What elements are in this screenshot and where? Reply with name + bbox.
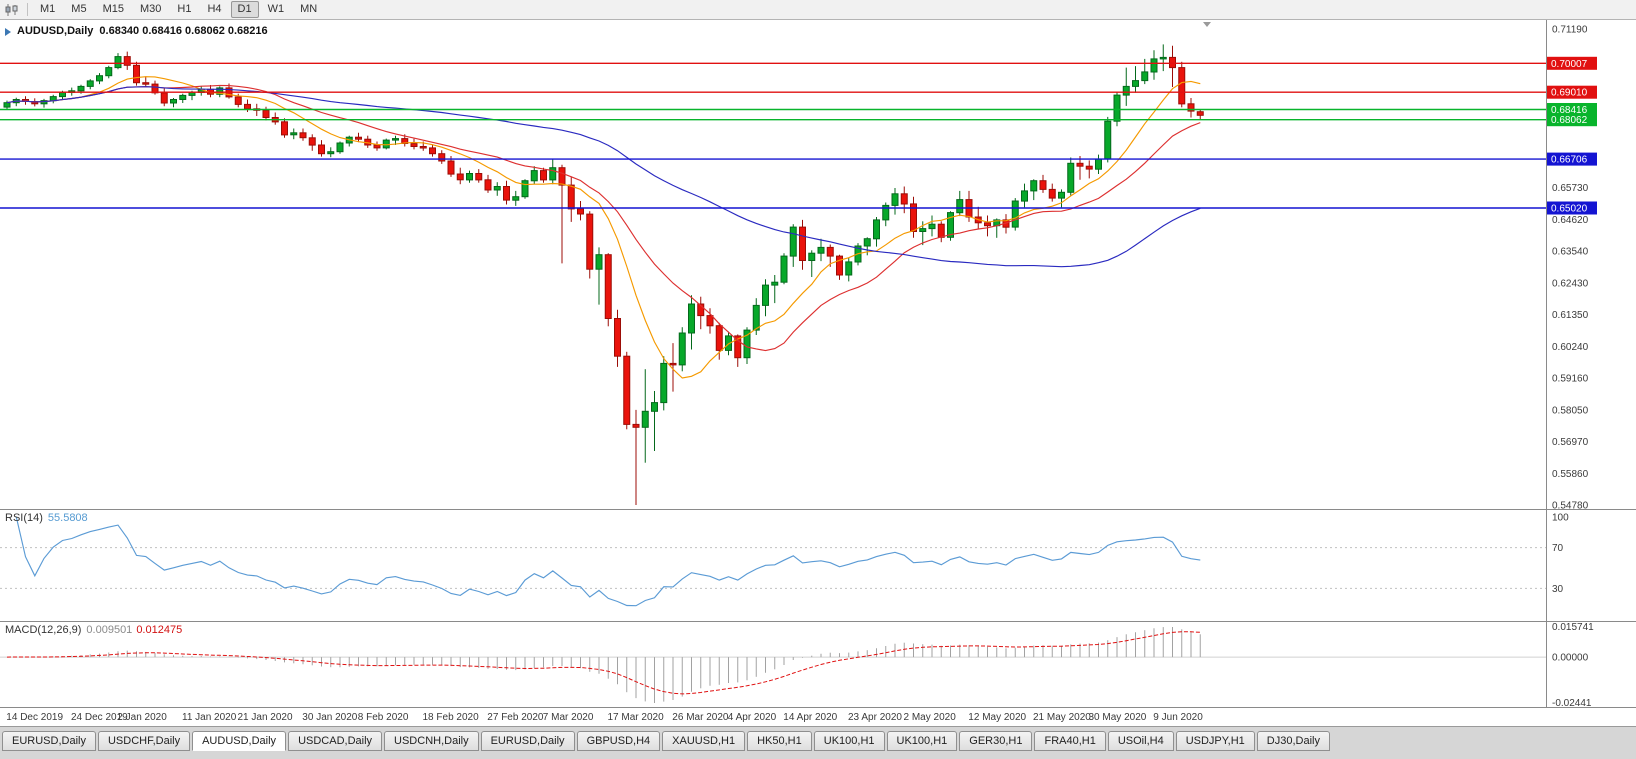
macd-name: MACD(12,26,9) [5,624,82,636]
svg-text:0.60240: 0.60240 [1552,342,1589,353]
chart-tab[interactable]: FRA40,H1 [1034,731,1106,751]
chart-tab[interactable]: EURUSD,Daily [2,731,96,751]
chart-tab-active[interactable]: AUDUSD,Daily [192,731,287,751]
chart-tab[interactable]: UK100,H1 [886,731,958,751]
svg-text:0.66706: 0.66706 [1551,155,1588,166]
svg-text:11 Jan 2020: 11 Jan 2020 [182,712,237,723]
svg-text:23 Apr 2020: 23 Apr 2020 [848,712,902,723]
svg-text:0.68416: 0.68416 [1551,105,1588,116]
rsi-indicator-label: RSI(14) 55.5808 [5,512,88,524]
svg-text:14 Apr 2020: 14 Apr 2020 [783,712,837,723]
pane-separators [0,20,1636,708]
svg-text:21 May 2020: 21 May 2020 [1033,712,1091,723]
svg-text:4 Apr 2020: 4 Apr 2020 [728,712,777,723]
svg-text:2 Jan 2020: 2 Jan 2020 [117,712,167,723]
chart-symbol-label: AUDUSD,Daily 0.68340 0.68416 0.68062 0.68… [17,25,268,37]
macd-main-value: 0.009501 [86,624,133,636]
chart-tab[interactable]: DJ30,Daily [1256,731,1330,751]
chart-tab-bar: EURUSD,Daily USDCHF,Daily AUDUSD,Daily USDC… [0,726,1636,759]
svg-text:2 May 2020: 2 May 2020 [904,712,957,723]
chart-tab[interactable]: USOil,H4 [1107,731,1174,751]
svg-text:14 Dec 2019: 14 Dec 2019 [6,712,63,723]
chart-shift-marker [1203,22,1211,27]
chart-tab[interactable]: USDCNH,Daily [384,731,479,751]
svg-text:0.69010: 0.69010 [1551,88,1588,99]
chart-tab[interactable]: USDCAD,Daily [288,731,383,751]
svg-text:0.00000: 0.00000 [1552,653,1589,664]
chart-canvas[interactable]: 0.71190 0.65730 0.64620 0.63540 0.62430 0.613… [0,20,1636,726]
svg-text:7 Mar 2020: 7 Mar 2020 [543,712,594,723]
period-button-m5[interactable]: M5 [71,3,87,15]
period-button-m15[interactable]: M15 [102,3,124,15]
svg-text:21 Jan 2020: 21 Jan 2020 [238,712,293,723]
svg-text:0.63540: 0.63540 [1552,246,1589,257]
period-button-d1[interactable]: D1 [230,1,259,18]
svg-text:17 Mar 2020: 17 Mar 2020 [608,712,665,723]
svg-text:27 Feb 2020: 27 Feb 2020 [487,712,544,723]
svg-text:18 Feb 2020: 18 Feb 2020 [423,712,480,723]
svg-text:0.59160: 0.59160 [1552,374,1589,385]
svg-text:0.55860: 0.55860 [1552,469,1589,480]
svg-text:0.62430: 0.62430 [1552,279,1589,290]
rsi-pane: 100 70 30 [0,513,1569,607]
svg-text:0.56970: 0.56970 [1552,437,1589,448]
svg-text:70: 70 [1552,543,1564,554]
svg-text:30: 30 [1552,584,1564,595]
chart-tab[interactable]: XAUUSD,H1 [662,731,746,751]
svg-text:30 May 2020: 30 May 2020 [1089,712,1147,723]
svg-text:0.54780: 0.54780 [1552,501,1589,512]
svg-text:0.71190: 0.71190 [1552,25,1588,36]
symbol-period-text: AUDUSD,Daily [17,25,94,37]
svg-text:0.61350: 0.61350 [1552,310,1589,321]
rsi-name: RSI(14) [5,512,43,524]
svg-text:0.68062: 0.68062 [1551,115,1588,126]
svg-text:30 Jan 2020: 30 Jan 2020 [302,712,357,723]
svg-text:0.64620: 0.64620 [1552,215,1589,226]
toolbar-separator [27,3,28,16]
period-button-mn[interactable]: MN [300,3,318,15]
svg-text:8 Feb 2020: 8 Feb 2020 [358,712,409,723]
svg-text:26 Mar 2020: 26 Mar 2020 [672,712,729,723]
macd-pane: 0.015741 0.00000 -0.02441 [0,622,1594,709]
ohlc-readout: 0.68340 0.68416 0.68062 0.68216 [99,25,268,37]
candles [3,44,1204,505]
svg-text:9 Jun 2020: 9 Jun 2020 [1153,712,1203,723]
macd-signal-value: 0.012475 [136,624,183,636]
price-axis: 0.71190 0.65730 0.64620 0.63540 0.62430 0.613… [1547,25,1597,512]
moving-averages [6,76,1201,379]
svg-text:0.015741: 0.015741 [1552,622,1594,633]
rsi-value: 55.5808 [47,512,88,524]
chart-tab[interactable]: UK100,H1 [813,731,885,751]
one-click-trading-icon[interactable] [5,28,11,36]
svg-text:24 Dec 2019: 24 Dec 2019 [71,712,128,723]
chart-tab[interactable]: HK50,H1 [747,731,812,751]
chart-tab[interactable]: USDCHF,Daily [97,731,191,751]
chart-tab[interactable]: USDJPY,H1 [1175,731,1255,751]
svg-text:100: 100 [1552,513,1569,524]
svg-text:0.65020: 0.65020 [1551,204,1588,215]
timeframe-toolbar: M1 M5 M15 M30 H1 H4 D1 W1 MN [0,0,1636,20]
svg-text:0.58050: 0.58050 [1552,406,1589,417]
period-button-m1[interactable]: M1 [40,3,56,15]
svg-text:0.70007: 0.70007 [1551,59,1588,70]
horizontal-lines [0,62,1546,209]
macd-indicator-label: MACD(12,26,9) 0.009501 0.012475 [5,624,182,636]
chart-tab[interactable]: GBPUSD,H4 [576,731,661,751]
chart-tab[interactable]: GER30,H1 [959,731,1033,751]
period-button-m30[interactable]: M30 [139,3,162,15]
svg-text:12 May 2020: 12 May 2020 [968,712,1026,723]
chart-tab[interactable]: EURUSD,Daily [480,731,575,751]
chart-window: 0.71190 0.65730 0.64620 0.63540 0.62430 0.613… [0,20,1636,726]
svg-text:-0.02441: -0.02441 [1552,698,1592,709]
period-button-w1[interactable]: W1 [267,3,285,15]
chart-type-icon[interactable] [3,3,21,17]
candlestick-glyph [5,3,18,16]
svg-text:0.65730: 0.65730 [1552,183,1589,194]
period-button-h1[interactable]: H1 [177,3,192,15]
period-button-h4[interactable]: H4 [207,3,222,15]
period-buttons-group: M1 M5 M15 M30 H1 H4 D1 W1 MN [32,1,325,18]
